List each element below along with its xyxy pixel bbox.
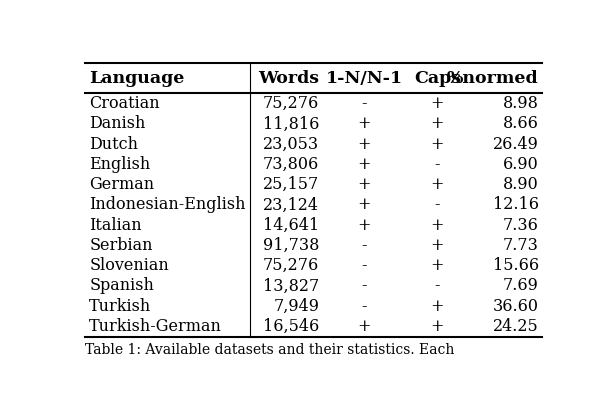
Text: -: - <box>435 196 440 214</box>
Text: 73,806: 73,806 <box>263 156 319 173</box>
Text: Table 1: Available datasets and their statistics. Each: Table 1: Available datasets and their st… <box>85 343 455 357</box>
Text: 7.36: 7.36 <box>503 217 539 234</box>
Text: 25,157: 25,157 <box>263 176 319 193</box>
Text: Spanish: Spanish <box>89 278 154 294</box>
Text: 7.73: 7.73 <box>503 237 539 254</box>
Text: Croatian: Croatian <box>89 95 160 112</box>
Text: Serbian: Serbian <box>89 237 153 254</box>
Text: 36.60: 36.60 <box>492 298 539 315</box>
Text: %normed: %normed <box>447 70 539 87</box>
Text: -: - <box>362 237 367 254</box>
Text: 91,738: 91,738 <box>263 237 319 254</box>
Text: Dutch: Dutch <box>89 135 138 153</box>
Text: 23,124: 23,124 <box>263 196 319 214</box>
Text: Turkish: Turkish <box>89 298 151 315</box>
Text: +: + <box>430 257 444 274</box>
Text: 8.90: 8.90 <box>503 176 539 193</box>
Text: +: + <box>358 176 371 193</box>
Text: +: + <box>358 115 371 133</box>
Text: +: + <box>430 176 444 193</box>
Text: Indonesian-English: Indonesian-English <box>89 196 246 214</box>
Text: +: + <box>430 217 444 234</box>
Text: Words: Words <box>258 70 319 87</box>
Text: Danish: Danish <box>89 115 145 133</box>
Text: Slovenian: Slovenian <box>89 257 169 274</box>
Text: 26.49: 26.49 <box>493 135 539 153</box>
Text: 11,816: 11,816 <box>263 115 319 133</box>
Text: 15.66: 15.66 <box>492 257 539 274</box>
Text: +: + <box>430 237 444 254</box>
Text: +: + <box>358 318 371 335</box>
Text: German: German <box>89 176 154 193</box>
Text: 24.25: 24.25 <box>493 318 539 335</box>
Text: 12.16: 12.16 <box>492 196 539 214</box>
Text: +: + <box>358 196 371 214</box>
Text: 16,546: 16,546 <box>263 318 319 335</box>
Text: 6.90: 6.90 <box>503 156 539 173</box>
Text: 23,053: 23,053 <box>263 135 319 153</box>
Text: 7,949: 7,949 <box>274 298 319 315</box>
Text: -: - <box>435 278 440 294</box>
Text: -: - <box>362 95 367 112</box>
Text: +: + <box>358 217 371 234</box>
Text: Language: Language <box>89 70 185 87</box>
Text: +: + <box>430 115 444 133</box>
Text: -: - <box>435 156 440 173</box>
Text: -: - <box>362 257 367 274</box>
Text: 8.98: 8.98 <box>503 95 539 112</box>
Text: 13,827: 13,827 <box>263 278 319 294</box>
Text: Turkish-German: Turkish-German <box>89 318 222 335</box>
Text: -: - <box>362 278 367 294</box>
Text: 8.66: 8.66 <box>503 115 539 133</box>
Text: Caps: Caps <box>414 70 461 87</box>
Text: +: + <box>358 156 371 173</box>
Text: +: + <box>430 95 444 112</box>
Text: 14,641: 14,641 <box>263 217 319 234</box>
Text: +: + <box>358 135 371 153</box>
Text: +: + <box>430 298 444 315</box>
Text: +: + <box>430 318 444 335</box>
Text: 7.69: 7.69 <box>503 278 539 294</box>
Text: English: English <box>89 156 150 173</box>
Text: 1-N/N-1: 1-N/N-1 <box>326 70 402 87</box>
Text: 75,276: 75,276 <box>263 95 319 112</box>
Text: 75,276: 75,276 <box>263 257 319 274</box>
Text: Italian: Italian <box>89 217 142 234</box>
Text: +: + <box>430 135 444 153</box>
Text: -: - <box>362 298 367 315</box>
